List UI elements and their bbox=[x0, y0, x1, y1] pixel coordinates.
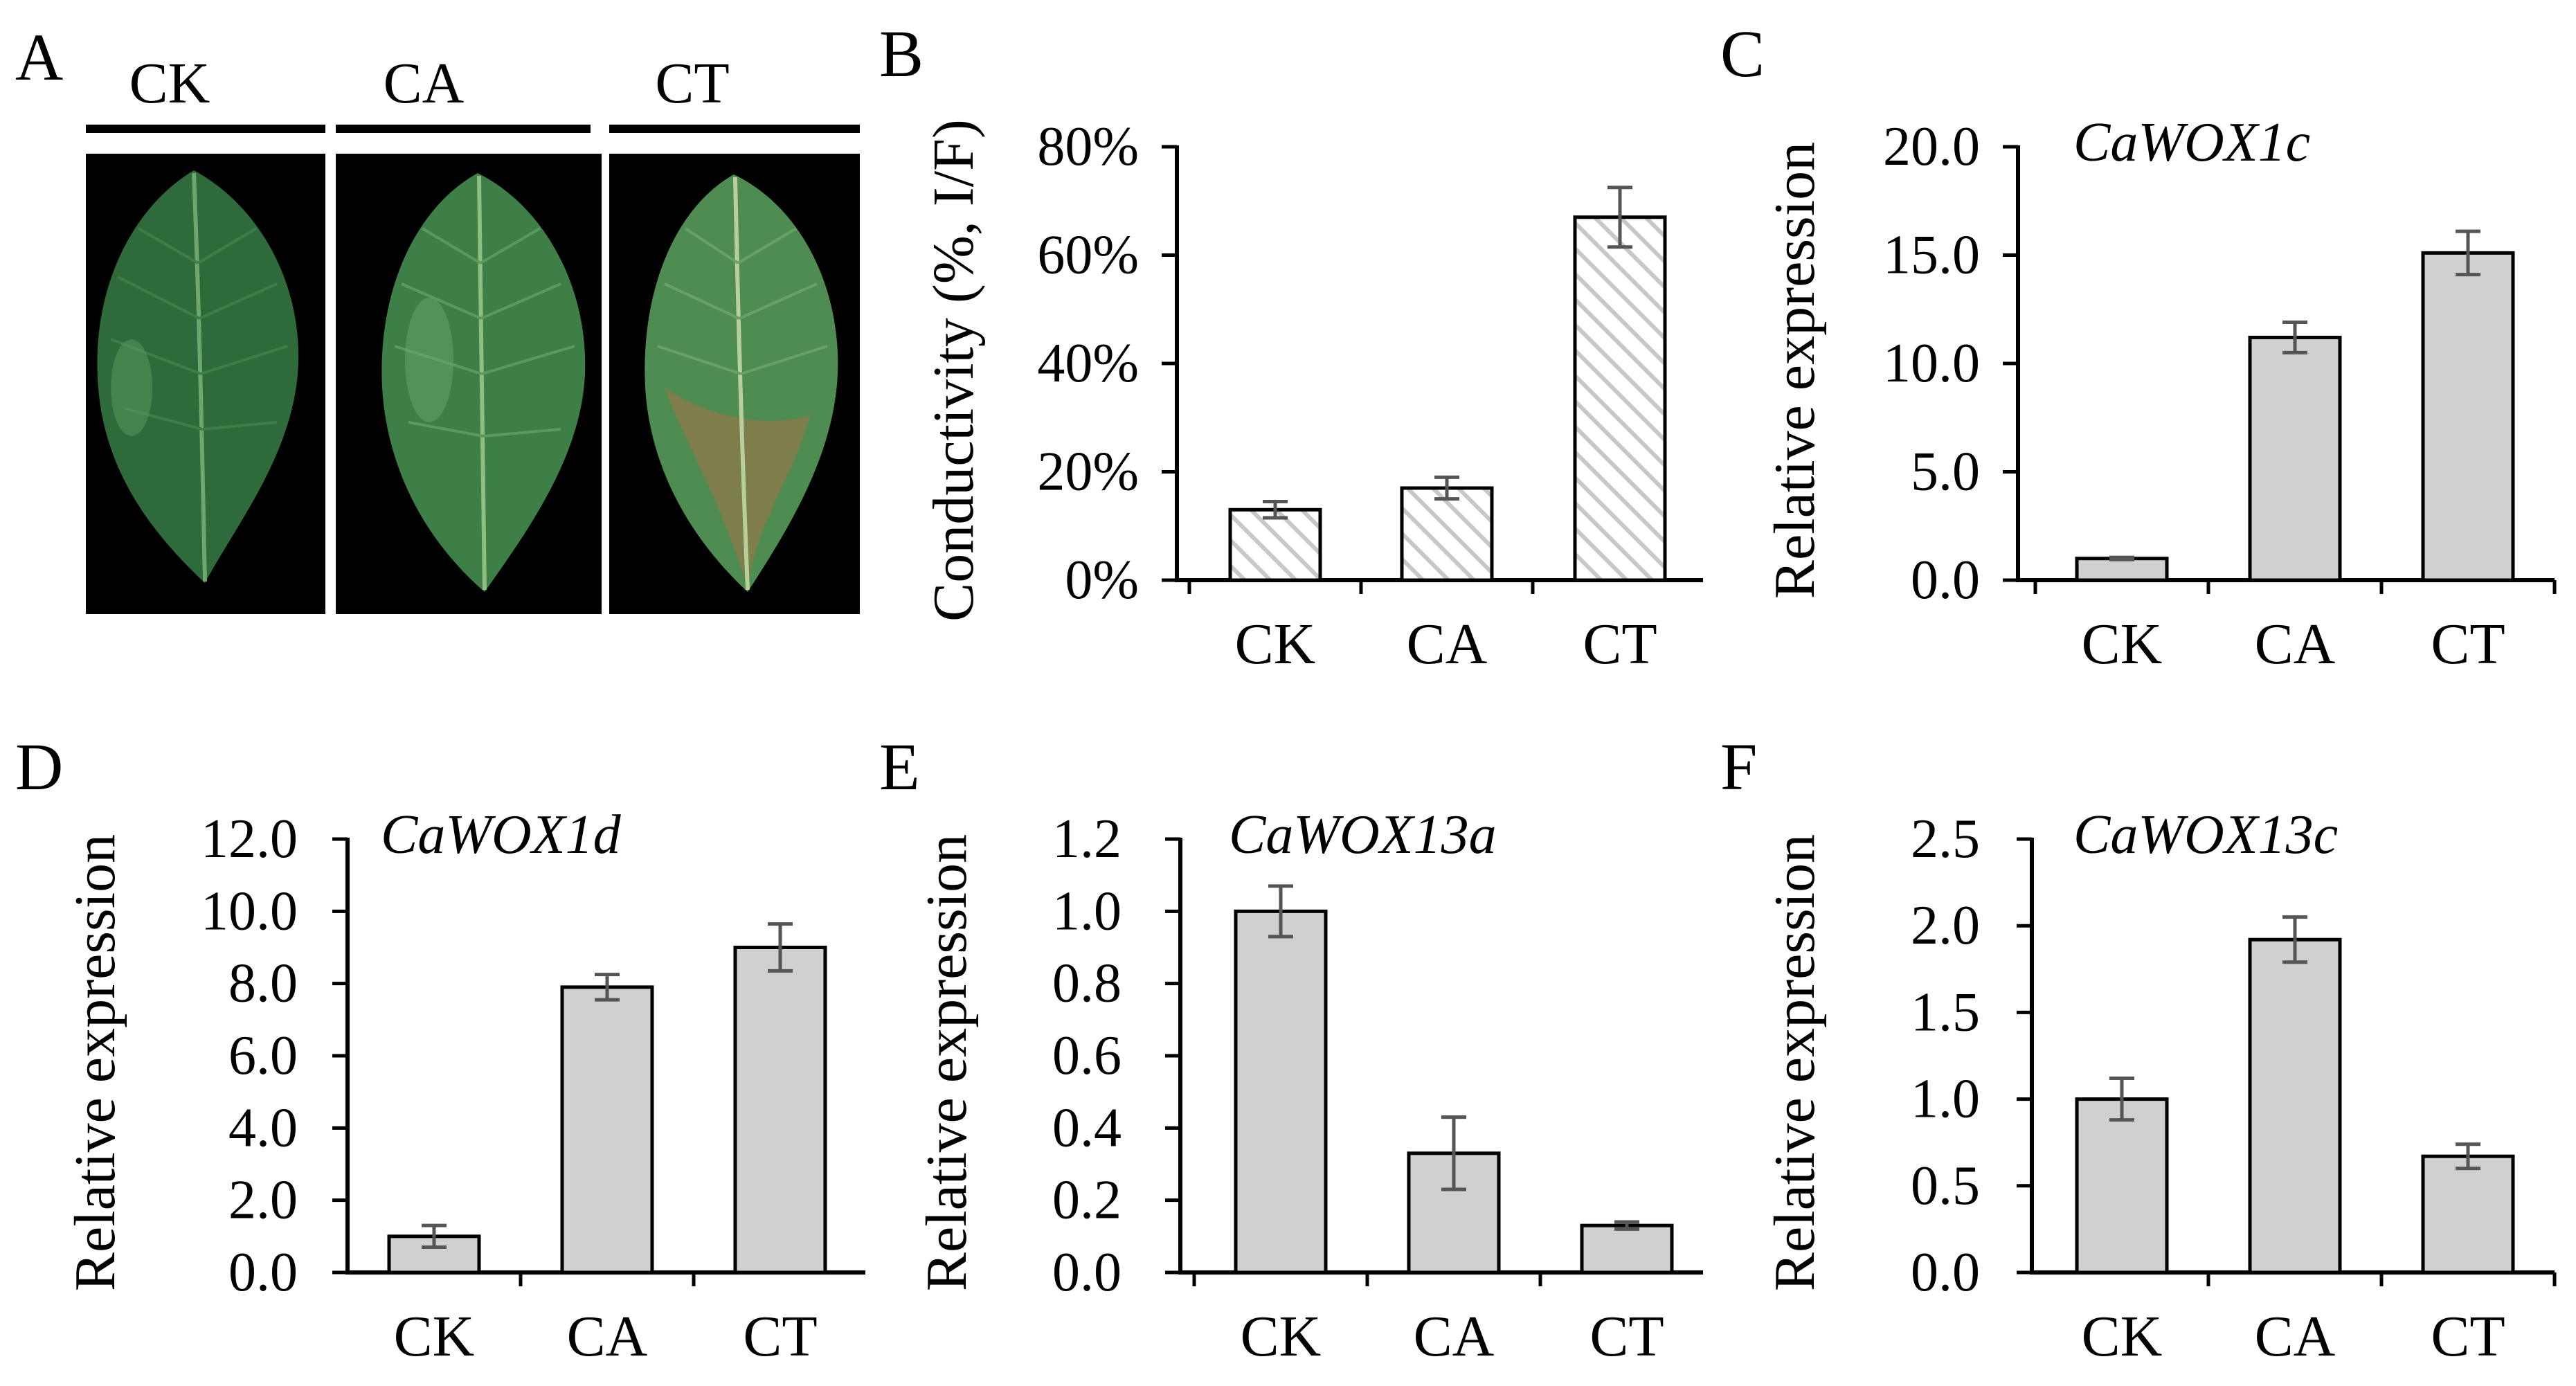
x-category-label: CT bbox=[1589, 1304, 1664, 1369]
x-category-label: CT bbox=[1583, 612, 1657, 676]
x-category-label: CK bbox=[2082, 1304, 2163, 1369]
x-category-label: CK bbox=[2082, 612, 2163, 676]
gene-name-title: CaWOX1d bbox=[381, 804, 622, 865]
y-tick-label: 1.5 bbox=[1911, 982, 1980, 1043]
y-tick-label: 6.0 bbox=[228, 1025, 298, 1086]
y-tick-label: 1.0 bbox=[1052, 881, 1122, 942]
bar-ck bbox=[1228, 507, 1322, 582]
y-tick-label: 1.0 bbox=[1911, 1069, 1980, 1130]
x-category-label: CT bbox=[2431, 1304, 2505, 1369]
panel-a-label-ck: CK bbox=[129, 51, 210, 116]
x-category-label: CK bbox=[1235, 612, 1316, 676]
panel-a-underline-ck bbox=[86, 125, 325, 133]
y-tick-label: 20% bbox=[1037, 442, 1139, 503]
y-tick-label: 15.0 bbox=[1883, 225, 1980, 286]
bar-ca bbox=[1400, 486, 1494, 582]
y-axis-label: Relative expression bbox=[915, 834, 979, 1291]
x-category-label: CT bbox=[743, 1304, 817, 1369]
x-category-label: CA bbox=[1414, 1304, 1495, 1369]
y-axis-label: Relative expression bbox=[1763, 142, 1827, 599]
panel-a-label-ca: CA bbox=[384, 51, 465, 116]
x-category-label: CK bbox=[1241, 1304, 1322, 1369]
y-tick-label: 0% bbox=[1065, 550, 1139, 611]
y-tick-label: 0.5 bbox=[1911, 1155, 1980, 1216]
y-tick-label: 0.0 bbox=[1052, 1242, 1122, 1303]
gene-name-title: CaWOX13c bbox=[2073, 804, 2338, 865]
panel-c: C Relative expression CaWOX1c 0.0 5.0 10.0 15.… bbox=[1720, 17, 2557, 676]
gene-name-title: CaWOX13a bbox=[1229, 804, 1497, 865]
panel-a-underline-ct bbox=[609, 125, 860, 133]
y-tick-label: 0.0 bbox=[228, 1242, 298, 1303]
panel-letter-e: E bbox=[879, 730, 920, 804]
leaf-icon bbox=[381, 173, 586, 592]
bar-ct bbox=[2421, 251, 2515, 582]
bar-ck bbox=[2075, 1097, 2169, 1275]
panel-a: A CK CA CT bbox=[15, 20, 860, 614]
x-category-label: CA bbox=[2255, 1304, 2336, 1369]
y-tick-label: 20.0 bbox=[1883, 116, 1980, 177]
y-tick-label: 2.0 bbox=[1911, 895, 1980, 956]
y-tick-label: 0.6 bbox=[1052, 1025, 1122, 1086]
bar-ct bbox=[1580, 1223, 1674, 1275]
y-tick-label: 5.0 bbox=[1911, 442, 1980, 503]
y-tick-label: 0.4 bbox=[1052, 1097, 1122, 1158]
y-tick-label: 8.0 bbox=[228, 953, 298, 1014]
panel-letter-c: C bbox=[1720, 17, 1765, 91]
x-category-label: CA bbox=[2255, 612, 2336, 676]
panel-b: B Conductivity (%, I/F) 0% 20% 40% 60% 80% CK CA… bbox=[879, 17, 1703, 676]
y-axis-label: Relative expression bbox=[63, 834, 127, 1291]
panel-letter-f: F bbox=[1720, 730, 1757, 804]
y-tick-label: 1.2 bbox=[1052, 809, 1122, 870]
y-tick-label: 0.0 bbox=[1911, 1242, 1980, 1303]
y-axis-label: Relative expression bbox=[1763, 834, 1827, 1291]
damaged-leaf-icon bbox=[645, 174, 838, 592]
y-tick-label: 2.0 bbox=[228, 1170, 298, 1231]
bar-ck bbox=[2075, 557, 2169, 582]
panel-letter-d: D bbox=[15, 730, 63, 804]
y-tick-label: 0.8 bbox=[1052, 953, 1122, 1014]
gene-name-title: CaWOX1c bbox=[2073, 112, 2310, 173]
x-category-label: CT bbox=[2431, 612, 2505, 676]
bar-ca bbox=[2248, 335, 2342, 582]
bar-ct bbox=[1573, 215, 1667, 582]
bar-ct bbox=[733, 946, 827, 1275]
panel-a-underline-ca bbox=[336, 125, 591, 133]
leaf-icon bbox=[97, 170, 299, 583]
y-tick-label: 10.0 bbox=[1883, 333, 1980, 394]
y-tick-label: 12.0 bbox=[201, 809, 298, 870]
y-tick-label: 0.2 bbox=[1052, 1170, 1122, 1231]
x-category-label: CA bbox=[567, 1304, 648, 1369]
bar-ct bbox=[2421, 1154, 2515, 1275]
bar-ca bbox=[2248, 937, 2342, 1275]
panel-e: E Relative expression CaWOX13a 0.0 0.2 0.4 0.6… bbox=[879, 730, 1703, 1369]
y-tick-label: 60% bbox=[1037, 225, 1139, 286]
y-tick-label: 0.0 bbox=[1911, 550, 1980, 611]
panel-letter-a: A bbox=[15, 20, 63, 94]
x-category-label: CA bbox=[1407, 612, 1488, 676]
x-category-label: CK bbox=[394, 1304, 475, 1369]
y-tick-label: 40% bbox=[1037, 333, 1139, 394]
y-tick-label: 4.0 bbox=[228, 1097, 298, 1158]
panel-letter-b: B bbox=[879, 17, 924, 91]
y-tick-label: 10.0 bbox=[201, 881, 298, 942]
bar-ca bbox=[560, 985, 654, 1275]
panel-a-label-ct: CT bbox=[655, 51, 729, 116]
y-tick-label: 80% bbox=[1037, 116, 1139, 177]
y-axis-label: Conductivity (%, I/F) bbox=[921, 119, 986, 622]
bar-ck bbox=[1234, 909, 1328, 1275]
y-tick-label: 2.5 bbox=[1911, 809, 1980, 870]
